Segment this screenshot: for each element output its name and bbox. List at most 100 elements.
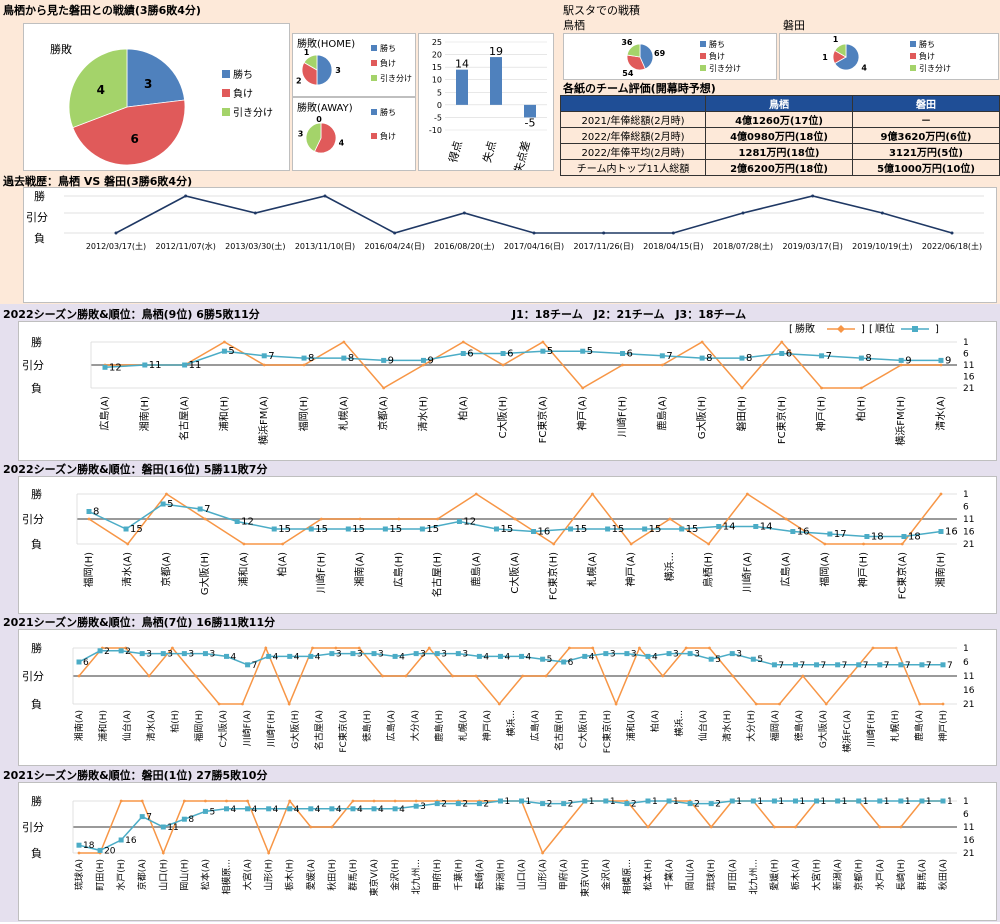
result-point xyxy=(731,674,735,678)
rank-point xyxy=(160,651,166,657)
y-label: 勝 xyxy=(34,189,45,203)
rank-label: 4 xyxy=(231,652,237,662)
result-point xyxy=(778,702,781,706)
result-point xyxy=(171,646,174,650)
table-cell: 1281万円(18位) xyxy=(705,143,853,160)
rank-point xyxy=(864,534,870,539)
result-point xyxy=(77,674,81,678)
rank-point xyxy=(835,798,841,804)
x-tick: 2013/11/10(日) xyxy=(295,242,355,251)
legend-swatch xyxy=(222,108,230,116)
station-team1: 鳥栖 xyxy=(563,19,585,32)
rank-point xyxy=(118,648,124,654)
pie-label: 3 xyxy=(298,129,304,138)
result-point xyxy=(899,825,903,829)
y-label: 勝 xyxy=(31,794,42,808)
y-label: 引分 xyxy=(26,210,48,224)
x-tick: 川崎F(H) xyxy=(616,396,629,437)
result-point xyxy=(552,542,556,546)
rank-point xyxy=(729,651,735,657)
x-tick: 松本(A) xyxy=(199,859,211,890)
y-label: 引分 xyxy=(22,358,44,372)
history-box: 勝引分負 2012/03/17(土) 2012/11/07(水) 2013/03/30… xyxy=(23,187,997,303)
rank-point xyxy=(123,526,129,532)
rank-point xyxy=(642,526,648,532)
x-tick: 水戸(H) xyxy=(115,859,127,891)
result-point xyxy=(700,340,704,344)
rank-label: 15 xyxy=(278,524,291,535)
rank-label: 2 xyxy=(104,647,110,657)
rank-label: 5 xyxy=(757,655,763,665)
rank-point xyxy=(97,847,103,853)
result-point xyxy=(544,674,548,678)
result-point xyxy=(773,825,776,829)
rank-label: 6 xyxy=(467,349,473,360)
table-cell: － xyxy=(852,111,1000,128)
rank-point xyxy=(877,798,883,804)
x-tick: G大阪(H) xyxy=(289,710,301,749)
result-point xyxy=(357,646,361,650)
rank-label: 16 xyxy=(797,527,810,538)
x-tick: 山形(H) xyxy=(263,859,275,891)
goals-bar-box: -10 -5 0 5 10 15 20 25 14 得点 19 失点 -5 得失点差 xyxy=(418,33,554,185)
x-tick: 甲府(H) xyxy=(431,859,443,891)
rank-label: 6 xyxy=(507,349,513,360)
x-tick: 横浜... xyxy=(505,710,517,737)
rank-point xyxy=(771,662,777,668)
rank-label: 1 xyxy=(673,797,679,807)
x-tick: 浦和(H) xyxy=(97,710,109,742)
x-tick: 町田(A) xyxy=(727,859,738,890)
history-point xyxy=(184,194,188,198)
result-point xyxy=(262,363,266,367)
rank-label: 15 xyxy=(686,524,699,535)
pie-slice-引き分け xyxy=(305,122,322,153)
result-point xyxy=(794,825,797,829)
rank-label: 4 xyxy=(336,805,342,815)
rank-label: 8 xyxy=(188,815,194,825)
legend-label: 引き分け xyxy=(380,74,412,83)
table-cell: チーム内トップ11人総額 xyxy=(560,159,706,176)
table-cell: 2021/年俸総額(2月時) xyxy=(560,111,706,128)
rank-label: 9 xyxy=(427,355,433,366)
rank-tick: 6 xyxy=(963,350,969,360)
rank-point xyxy=(493,526,499,532)
x-tick: 愛媛(H) xyxy=(768,859,780,891)
rank-label: 5 xyxy=(715,655,721,665)
rank-label: 1 xyxy=(652,797,658,807)
legend-swatch xyxy=(700,41,706,47)
pie-title: 勝敗 xyxy=(50,42,72,56)
table-header-cell: 鳥栖 xyxy=(705,95,853,112)
x-tick: C大阪(H) xyxy=(577,710,589,748)
rank-tick: 16 xyxy=(963,528,975,538)
x-tick: G大阪(H) xyxy=(695,396,708,439)
rank-label: 1 xyxy=(863,797,869,807)
rank-label: 2 xyxy=(483,800,489,810)
rank-point xyxy=(350,806,356,812)
result-point xyxy=(126,542,130,546)
x-tick: 広島(A) xyxy=(529,710,541,741)
x-tick: 2016/08/20(土) xyxy=(434,241,494,251)
rank-label: 15 xyxy=(352,524,365,535)
result-point xyxy=(878,825,882,829)
table-row: 2022/年俸平均(2月時) 1281万円(18位) 3121万円(5位) xyxy=(560,143,1000,160)
legend-swatch xyxy=(371,133,377,139)
result-point xyxy=(513,517,517,521)
x-tick: C大阪(H) xyxy=(496,396,509,438)
station-tosu-box: 69 54 36 勝ち 負け 引き分け xyxy=(563,33,777,80)
x-tick: 神戸(H) xyxy=(857,552,870,587)
x-tick: C大阪(A) xyxy=(217,710,229,747)
rank-label: 3 xyxy=(188,650,194,660)
rank-point xyxy=(497,798,503,804)
rank-label: 3 xyxy=(209,650,215,660)
x-tick: FC東京(H) xyxy=(601,710,613,753)
x-tick: 2017/04/16(日) xyxy=(504,242,564,251)
rank-tick: 11 xyxy=(963,361,974,371)
result-point xyxy=(161,851,165,855)
y-tick: 15 xyxy=(432,63,442,72)
x-tick: 名古屋(H) xyxy=(431,552,444,597)
legend-bracket: ] xyxy=(861,324,865,335)
result-point xyxy=(351,799,355,803)
x-tick: 2017/11/26(日) xyxy=(573,242,633,251)
pie-label: 4 xyxy=(97,83,105,97)
